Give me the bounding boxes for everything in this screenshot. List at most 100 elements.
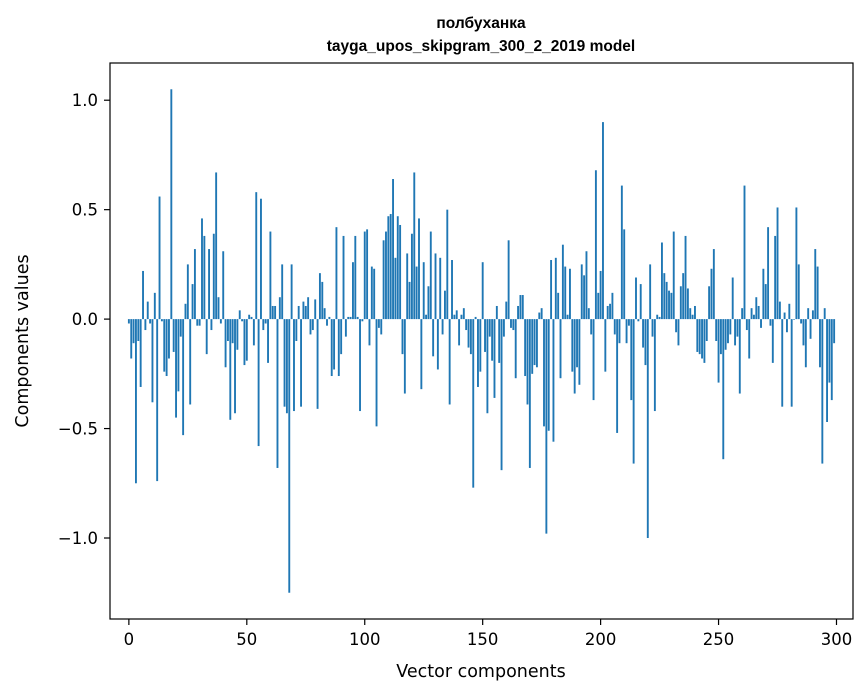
bar-47 — [238, 310, 241, 320]
bar-163 — [512, 319, 515, 331]
x-tick-label: 0 — [124, 630, 135, 649]
bar-56 — [260, 198, 262, 320]
bar-77 — [309, 319, 312, 335]
bar-174 — [538, 312, 541, 320]
bar-76 — [307, 297, 310, 320]
bar-248 — [712, 249, 715, 320]
x-tick-label: 200 — [585, 630, 617, 649]
bar-78 — [311, 319, 314, 331]
bar-26 — [189, 319, 192, 405]
bar-221 — [649, 264, 652, 320]
bar-72 — [297, 305, 300, 320]
bar-240 — [694, 305, 696, 320]
bar-154 — [491, 319, 494, 361]
bar-158 — [500, 319, 503, 471]
bar-180 — [552, 319, 555, 442]
y-tick-label: 0.0 — [72, 310, 98, 329]
bar-28 — [193, 249, 196, 320]
bar-59 — [267, 319, 269, 363]
bar-99 — [361, 319, 364, 322]
bar-129 — [432, 319, 435, 357]
bar-127 — [427, 286, 430, 320]
bar-268 — [760, 319, 762, 328]
bar-84 — [326, 319, 328, 326]
bar-70 — [293, 319, 295, 412]
bar-189 — [573, 319, 576, 394]
bar-42 — [226, 319, 229, 341]
bar-153 — [488, 319, 491, 337]
bar-120 — [410, 233, 413, 320]
bar-136 — [448, 319, 451, 405]
bar-265 — [752, 314, 755, 320]
bar-58 — [264, 319, 267, 324]
bar-147 — [474, 316, 477, 320]
bar-36 — [212, 233, 215, 320]
bar-137 — [451, 260, 453, 320]
y-axis-label: Components values — [13, 254, 33, 427]
bar-258 — [736, 319, 739, 337]
bar-113 — [394, 257, 397, 320]
bar-228 — [665, 281, 668, 320]
bar-249 — [715, 319, 718, 341]
y-tick-label: −0.5 — [58, 420, 98, 439]
bar-97 — [356, 316, 359, 320]
bar-131 — [436, 319, 439, 370]
bar-5 — [139, 319, 142, 387]
bar-290 — [811, 310, 814, 320]
bar-118 — [406, 253, 409, 320]
bar-239 — [691, 314, 694, 320]
bar-33 — [205, 319, 208, 355]
bar-115 — [399, 224, 402, 320]
bar-150 — [481, 262, 484, 320]
bar-23 — [182, 319, 185, 436]
bar-288 — [807, 308, 810, 320]
bar-242 — [698, 319, 701, 355]
bar-193 — [583, 275, 586, 320]
bar-81 — [318, 273, 321, 320]
bar-160 — [505, 301, 508, 320]
bar-179 — [550, 260, 553, 320]
bar-238 — [689, 308, 692, 320]
bar-254 — [727, 319, 729, 344]
bar-296 — [826, 319, 828, 422]
bar-107 — [380, 319, 383, 335]
bar-235 — [682, 273, 685, 320]
bar-233 — [677, 319, 680, 346]
bar-65 — [281, 264, 284, 320]
bar-68 — [288, 319, 291, 593]
bar-164 — [514, 319, 517, 379]
bar-51 — [248, 314, 251, 320]
bar-294 — [821, 319, 824, 464]
bar-24 — [184, 303, 187, 320]
bar-6 — [142, 270, 144, 320]
bar-29 — [196, 319, 199, 326]
bar-122 — [415, 266, 418, 320]
bar-177 — [545, 319, 548, 534]
bar-0 — [127, 319, 130, 324]
bar-69 — [290, 264, 293, 320]
bar-279 — [786, 319, 788, 333]
x-tick-label: 100 — [349, 630, 381, 649]
bar-199 — [597, 292, 600, 320]
bar-213 — [630, 319, 633, 401]
bar-237 — [686, 288, 689, 320]
bar-204 — [609, 303, 611, 320]
bar-236 — [684, 235, 687, 320]
bar-261 — [743, 185, 746, 320]
bar-3 — [135, 319, 137, 484]
y-tick-label: 0.5 — [72, 201, 98, 220]
bar-224 — [656, 314, 659, 320]
bar-54 — [255, 192, 258, 320]
bar-111 — [389, 214, 392, 320]
bar-165 — [517, 305, 520, 320]
bar-4 — [137, 319, 140, 341]
bar-114 — [396, 216, 399, 320]
bar-21 — [177, 319, 180, 392]
bar-298 — [830, 319, 833, 401]
bar-175 — [540, 308, 543, 320]
bar-157 — [498, 319, 501, 363]
bar-155 — [493, 319, 496, 398]
bar-35 — [210, 319, 213, 331]
x-tick-label: 250 — [703, 630, 735, 649]
